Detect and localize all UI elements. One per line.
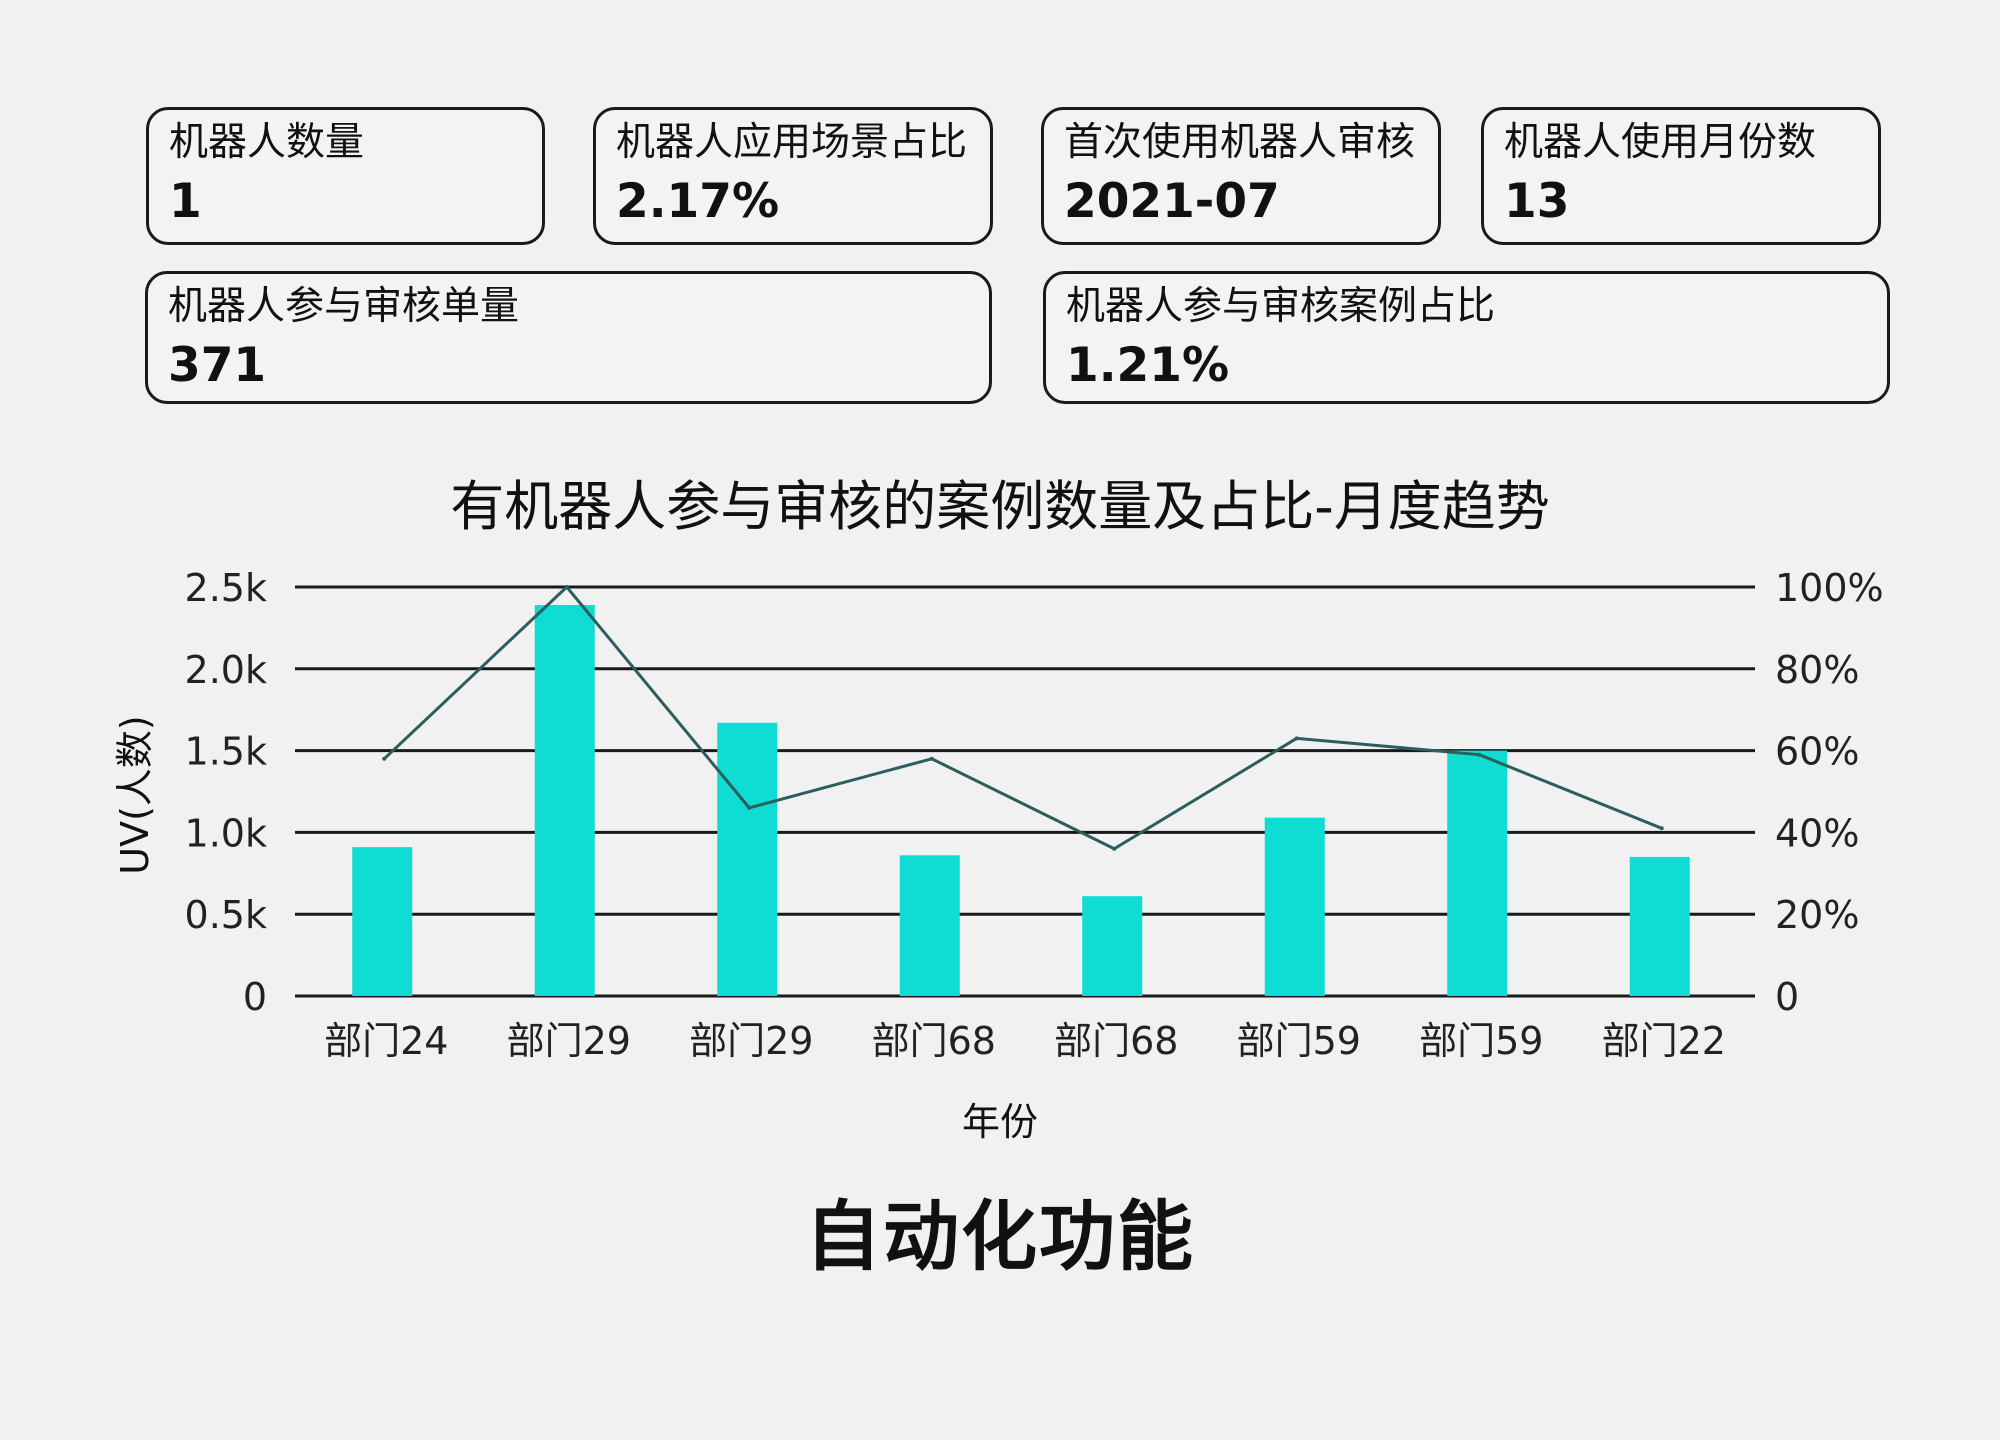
x-tick-label: 部门68 [1054, 1019, 1178, 1063]
kpi-label: 机器人参与审核案例占比 [1066, 284, 1496, 329]
y2-tick-label: 20% [1775, 893, 1859, 937]
kpi-value: 13 [1504, 173, 1570, 229]
x-tick-label: 部门22 [1602, 1019, 1726, 1063]
bar [1447, 750, 1508, 996]
trend-chart: 有机器人参与审核的案例数量及占比-月度趋势 UV(人数) 年份 0 0 0.5k 20… [113, 475, 1884, 1144]
x-tick-label: 部门59 [1419, 1019, 1543, 1063]
y2-tick-label: 40% [1775, 811, 1859, 855]
y2-tick-label: 0 [1775, 975, 1799, 1019]
bar [1264, 817, 1325, 996]
line-point [1112, 846, 1117, 851]
x-tick-label: 部门59 [1237, 1019, 1361, 1063]
bar [1082, 896, 1143, 996]
line-point [747, 805, 752, 810]
line-point [1477, 752, 1482, 757]
kpi-card-review-count: 机器人参与审核单量 371 [145, 271, 992, 404]
y-tick-label: 1.0k [185, 811, 267, 855]
line-point [929, 756, 934, 761]
y-axis-label: UV(人数) [113, 715, 157, 874]
line-point [1659, 826, 1664, 831]
kpi-card-review-ratio: 机器人参与审核案例占比 1.21% [1043, 271, 1890, 404]
section-title: 自动化功能 [805, 1192, 1195, 1281]
x-tick-label: 部门24 [324, 1019, 448, 1063]
bar [717, 722, 778, 996]
kpi-label: 机器人参与审核单量 [168, 284, 520, 329]
kpi-value: 1.21% [1066, 337, 1230, 393]
line-point [382, 756, 387, 761]
kpi-label: 机器人应用场景占比 [616, 120, 968, 165]
y-tick-label: 0.5k [185, 893, 267, 937]
kpi-value: 1 [169, 173, 202, 229]
line-point [564, 585, 569, 589]
kpi-value: 2.17% [616, 173, 780, 229]
kpi-label: 首次使用机器人审核 [1064, 120, 1416, 165]
ratio-line [383, 585, 1663, 851]
kpi-card-robot-count: 机器人数量 1 [146, 107, 545, 245]
y-tick-label: 2.0k [185, 648, 267, 692]
x-tick-label: 部门29 [507, 1019, 631, 1063]
y-tick-label: 2.5k [185, 566, 267, 610]
y2-tick-label: 80% [1775, 648, 1859, 692]
line-point [1294, 736, 1299, 741]
bar [1629, 856, 1690, 996]
kpi-label: 机器人数量 [169, 120, 365, 165]
x-tick-label: 部门29 [689, 1019, 813, 1063]
kpi-card-scenario-ratio: 机器人应用场景占比 2.17% [593, 107, 993, 245]
kpi-card-first-use: 首次使用机器人审核 2021-07 [1041, 107, 1441, 245]
y-tick-label: 0 [243, 975, 267, 1019]
y2-tick-label: 60% [1775, 730, 1859, 774]
kpi-value: 2021-07 [1064, 173, 1280, 229]
y2-tick-label: 100% [1775, 566, 1884, 610]
kpi-card-months-used: 机器人使用月份数 13 [1481, 107, 1881, 245]
y-tick-label: 1.5k [185, 730, 267, 774]
x-tick-label: 部门68 [872, 1019, 996, 1063]
kpi-label: 机器人使用月份数 [1504, 120, 1817, 165]
bar [899, 855, 960, 996]
kpi-value: 371 [168, 337, 267, 393]
bar [352, 847, 413, 996]
chart-title: 有机器人参与审核的案例数量及占比-月度趋势 [450, 475, 1549, 538]
x-axis-label: 年份 [962, 1100, 1038, 1144]
bar [534, 604, 595, 996]
